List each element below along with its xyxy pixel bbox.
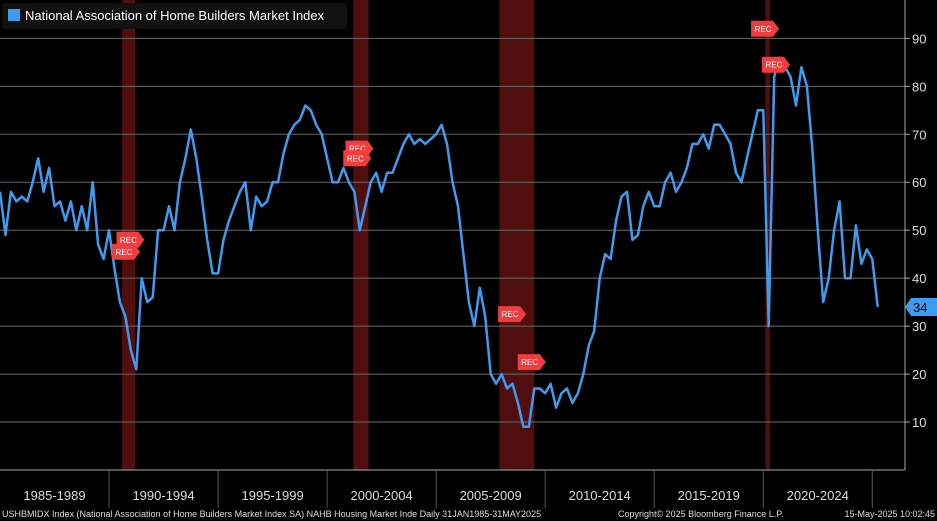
recession-band xyxy=(353,0,369,470)
last-value-label: 34 xyxy=(913,300,927,315)
last-value-tag xyxy=(905,297,937,316)
legend-swatch xyxy=(8,9,20,21)
rec-label: REC xyxy=(766,61,783,70)
footer-right: 15-May-2025 10:02:45 xyxy=(844,509,935,519)
rec-label: REC xyxy=(120,236,137,245)
x-tick-label: 2000-2004 xyxy=(351,488,413,503)
legend-label: National Association of Home Builders Ma… xyxy=(25,8,325,23)
axis-layer: 10 20 30 40 50 60 70 80 90 1985-1989 1990-1994 1995… xyxy=(0,0,937,508)
y-tick-label: 90 xyxy=(912,31,926,46)
x-tick-label: 1995-1999 xyxy=(242,488,304,503)
rec-tag xyxy=(761,56,790,73)
rec-tag xyxy=(112,243,141,260)
y-tick-label: 20 xyxy=(912,367,926,382)
rec-label: REC xyxy=(349,145,366,154)
rec-tag xyxy=(517,354,546,371)
legend: National Association of Home Builders Ma… xyxy=(2,3,347,29)
rec-label: REC xyxy=(521,358,538,367)
y-tick-label: 60 xyxy=(912,175,926,190)
rec-label: REC xyxy=(755,25,772,34)
x-tick-label: 1985-1989 xyxy=(23,488,85,503)
x-tick-label: 2020-2024 xyxy=(787,488,849,503)
footer-center: Copyright© 2025 Bloomberg Finance L.P. xyxy=(618,509,784,519)
x-axis-band xyxy=(0,470,937,508)
x-tick-label: 2015-2019 xyxy=(678,488,740,503)
rec-label: REC xyxy=(347,154,364,163)
rec-tag xyxy=(751,20,780,37)
x-tick-label: 1990-1994 xyxy=(132,488,194,503)
rec-tag xyxy=(343,150,372,167)
series-line xyxy=(0,56,879,429)
y-tick-label: 30 xyxy=(912,319,926,334)
y-tick-label: 50 xyxy=(912,223,926,238)
recession-band xyxy=(499,0,535,470)
y-tick-label: 40 xyxy=(912,271,926,286)
grid-layer xyxy=(0,37,905,423)
y-tick-label: 70 xyxy=(912,127,926,142)
rec-label: REC xyxy=(116,248,133,257)
legend-box xyxy=(2,3,347,29)
line-layer xyxy=(0,56,879,429)
rec-tag xyxy=(498,306,527,323)
x-tick-label: 2005-2009 xyxy=(460,488,522,503)
y-tick-label: 80 xyxy=(912,79,926,94)
footer-left: USHBMIDX Index (National Association of … xyxy=(2,509,541,519)
rec-label: REC xyxy=(502,310,519,319)
x-tick-label: 2010-2014 xyxy=(569,488,631,503)
y-tick-label: 10 xyxy=(912,415,926,430)
